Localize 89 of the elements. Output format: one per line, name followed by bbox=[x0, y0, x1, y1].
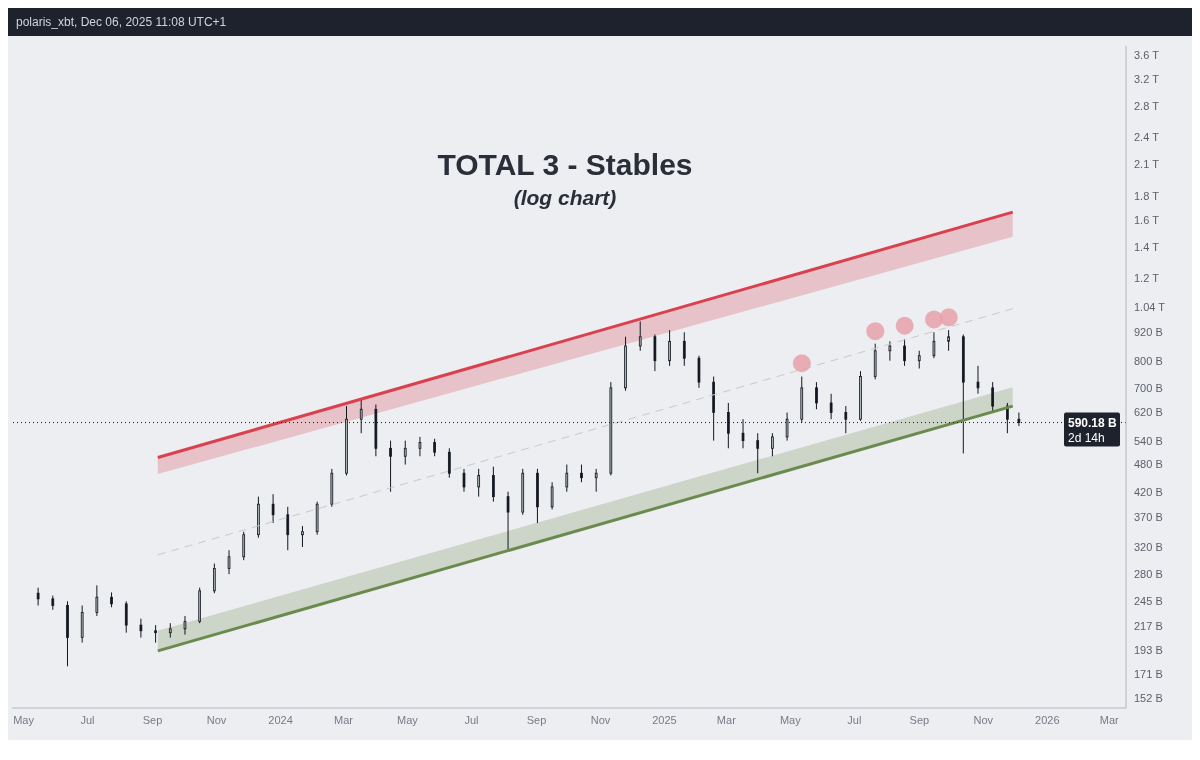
annotation: 2d 14h bbox=[1068, 430, 1105, 445]
y-tick-label: 193 B bbox=[1134, 643, 1163, 656]
x-tick-label: 2024 bbox=[268, 713, 293, 726]
x-tick-label: 2026 bbox=[1035, 713, 1060, 726]
x-tick-label: Jul bbox=[80, 713, 95, 726]
y-tick-label: 700 B bbox=[1134, 381, 1163, 394]
point bbox=[866, 322, 885, 341]
x-tick-label: Mar bbox=[716, 713, 737, 726]
candlestick bbox=[653, 334, 657, 372]
candlestick bbox=[403, 440, 407, 466]
y-tick-label: 920 B bbox=[1134, 326, 1163, 339]
candlestick bbox=[227, 549, 231, 575]
candlestick bbox=[477, 468, 481, 498]
y-tick-label: 320 B bbox=[1134, 540, 1163, 553]
y-tick-label: 620 B bbox=[1134, 406, 1163, 419]
candlestick bbox=[771, 432, 774, 457]
point bbox=[939, 308, 958, 327]
y-tick-label: 3.2 T bbox=[1134, 72, 1160, 85]
y-tick-label: 540 B bbox=[1134, 434, 1163, 447]
candlestick bbox=[668, 329, 671, 367]
candlestick bbox=[638, 321, 642, 352]
candlestick bbox=[492, 466, 495, 503]
x-tick-label: May bbox=[13, 713, 35, 726]
y-tick-label: 370 B bbox=[1134, 511, 1163, 524]
candlestick bbox=[682, 331, 686, 367]
point bbox=[792, 354, 811, 373]
candlestick bbox=[550, 481, 554, 510]
point bbox=[895, 316, 914, 335]
y-tick-label: 420 B bbox=[1134, 485, 1163, 498]
x-tick-label: Jul bbox=[464, 713, 479, 726]
y-tick-label: 1.8 T bbox=[1134, 189, 1160, 202]
text: polaris_xbt, Dec 06, 2025 11:08 UTC+1 bbox=[8, 8, 1192, 36]
candlestick bbox=[124, 600, 128, 634]
candlestick bbox=[932, 331, 936, 359]
x-tick-label: Jul bbox=[847, 713, 862, 726]
text: (log chart) bbox=[512, 186, 618, 210]
candlestick bbox=[36, 587, 40, 607]
candlestick bbox=[95, 584, 99, 617]
candlestick bbox=[565, 464, 569, 493]
x-tick-label: Sep bbox=[526, 713, 547, 726]
candlestick bbox=[213, 563, 216, 594]
candlestick bbox=[286, 506, 290, 551]
candlestick bbox=[447, 447, 451, 479]
candlestick bbox=[389, 440, 392, 493]
candlestick bbox=[594, 468, 598, 493]
y-tick-label: 1.6 T bbox=[1134, 213, 1160, 226]
y-tick-label: 1.2 T bbox=[1134, 272, 1160, 285]
ref-line-label: 590.18 B bbox=[1068, 415, 1118, 430]
x-tick-label: Nov bbox=[590, 713, 611, 726]
y-tick-label: 171 B bbox=[1134, 668, 1163, 681]
candlestick bbox=[947, 329, 950, 352]
candlestick bbox=[418, 436, 422, 457]
candlestick bbox=[829, 393, 833, 420]
point bbox=[925, 310, 944, 329]
candlestick bbox=[506, 491, 510, 551]
x-tick-label: Nov bbox=[206, 713, 227, 726]
candlestick bbox=[462, 468, 466, 493]
y-tick-label: 3.6 T bbox=[1134, 48, 1160, 61]
y-tick-label: 217 B bbox=[1134, 619, 1163, 632]
y-tick-label: 280 B bbox=[1134, 568, 1163, 581]
text: TOTAL 3 - Stables bbox=[436, 148, 694, 182]
x-tick-label: Mar bbox=[1099, 713, 1120, 726]
x-tick-label: May bbox=[779, 713, 802, 726]
candlestick bbox=[697, 355, 701, 389]
y-tick-label: 800 B bbox=[1134, 354, 1163, 367]
y-tick-label: 1.04 T bbox=[1134, 301, 1166, 314]
x-tick-label: Sep bbox=[142, 713, 163, 726]
y-tick-label: 2.1 T bbox=[1134, 158, 1160, 171]
candlestick bbox=[301, 525, 304, 548]
y-tick-label: 2.8 T bbox=[1134, 99, 1160, 112]
candlestick bbox=[183, 615, 187, 636]
y-tick-label: 152 B bbox=[1134, 692, 1163, 705]
candlestick bbox=[756, 432, 760, 474]
y-tick-label: 1.4 T bbox=[1134, 240, 1160, 253]
y-tick-label: 245 B bbox=[1134, 595, 1163, 608]
x-tick-label: May bbox=[397, 713, 419, 726]
x-tick-label: Sep bbox=[909, 713, 930, 726]
candlestick bbox=[242, 531, 246, 561]
candlestick bbox=[903, 338, 906, 367]
x-tick-label: Mar bbox=[334, 713, 354, 726]
candlestick bbox=[888, 340, 892, 362]
y-tick-label: 2.4 T bbox=[1134, 131, 1160, 144]
candlestick bbox=[976, 365, 980, 395]
x-tick-label: Nov bbox=[973, 713, 994, 726]
x-tick-label: 2025 bbox=[652, 713, 677, 726]
y-tick-label: 480 B bbox=[1134, 458, 1163, 471]
candlestick bbox=[139, 618, 143, 639]
candlestick bbox=[271, 493, 275, 524]
candlestick bbox=[815, 381, 818, 410]
